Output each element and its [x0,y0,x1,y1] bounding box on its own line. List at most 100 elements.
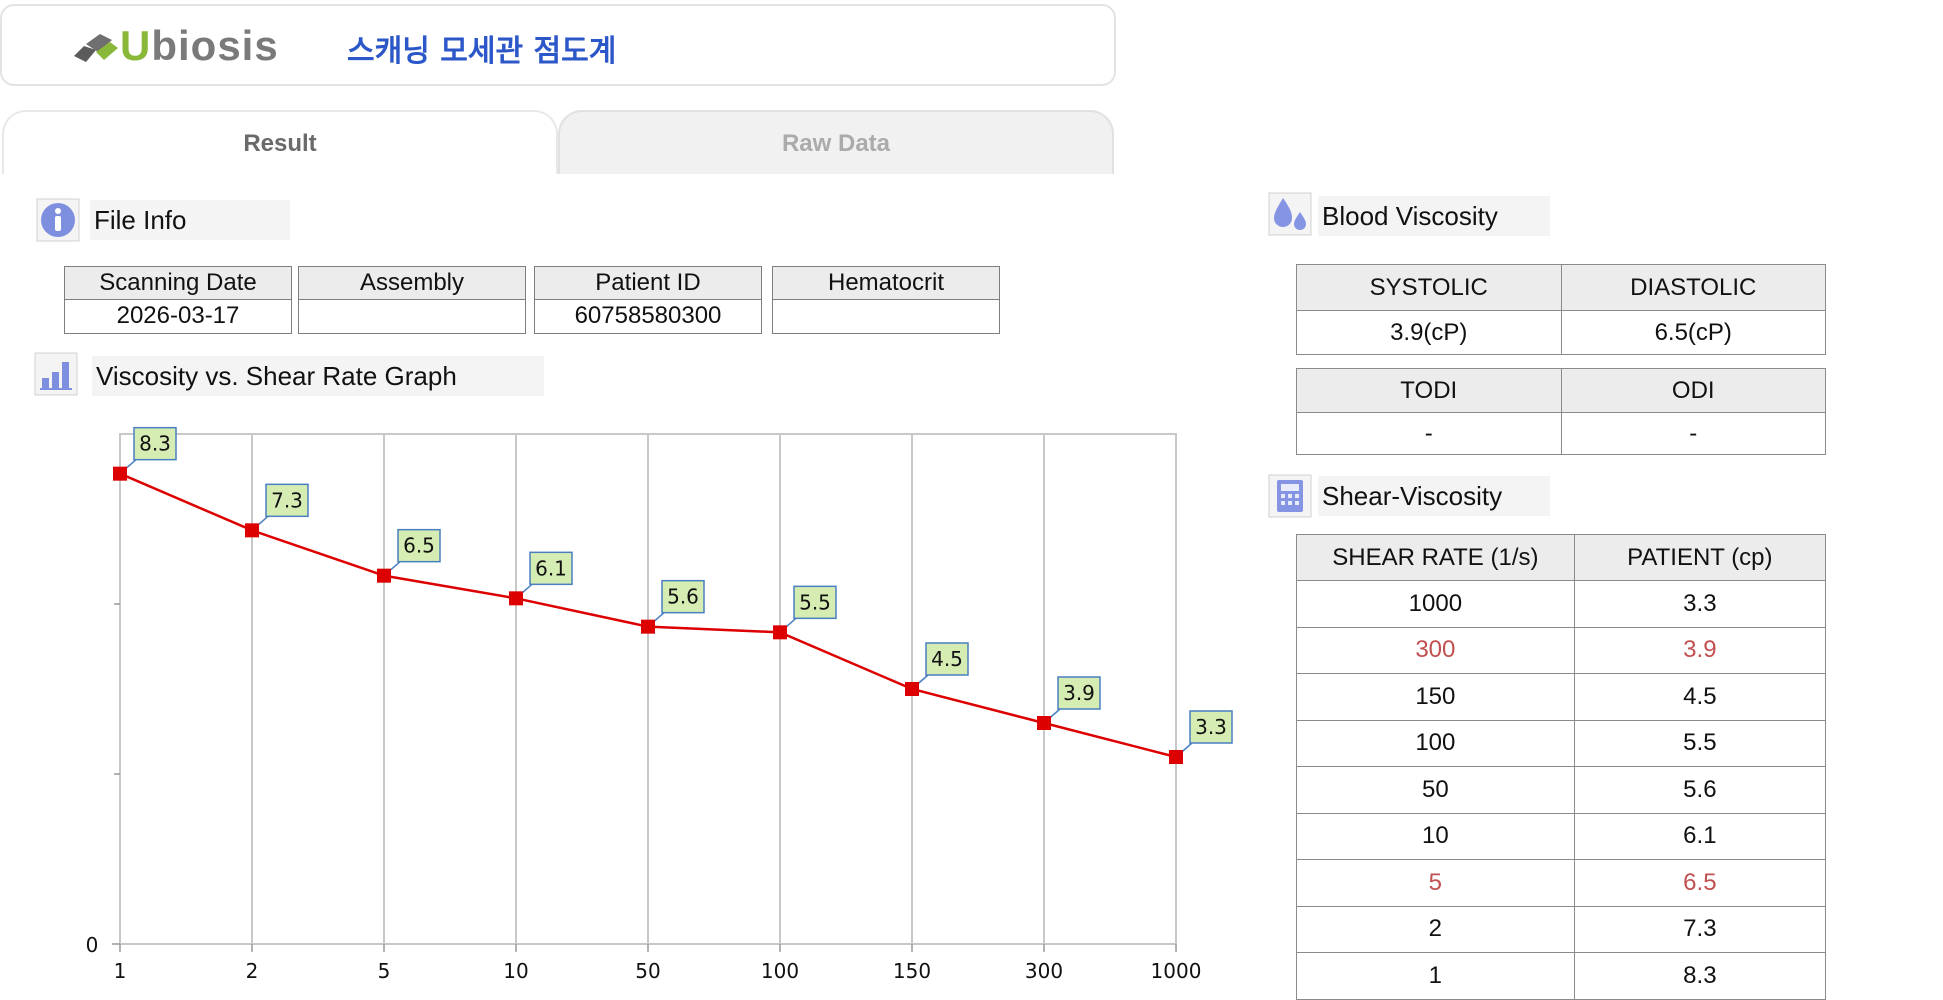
patient-cell: 6.5 [1573,859,1827,907]
systolic-label: SYSTOLIC [1296,264,1562,311]
patient-cell: 8.3 [1573,952,1827,1000]
shear-viscosity-table: SHEAR RATE (1/s) PATIENT (cp) 1000 3.3 300… [1296,534,1827,1000]
data-label-box [133,426,177,461]
table-row: 1 8.3 [1296,952,1827,1000]
shear-rate-cell: 5 [1296,859,1575,907]
patient-cell: 5.6 [1573,766,1827,814]
patient-cell: 4.5 [1573,673,1827,721]
tab-raw-data[interactable]: Raw Data [558,110,1114,174]
table-row: 2 7.3 [1296,905,1827,953]
patient-cell: 7.3 [1573,905,1827,953]
table-row: 50 5.6 [1296,766,1827,814]
col-assembly: Assembly [298,266,526,300]
viscosity-shear-chart: 01 2 5 10 50 100 150 300 1000 8.3 7.3 6.5 6.1 5.6 5.5 4… [86,426,1233,983]
data-point [1037,716,1051,730]
logo-text: Ubiosis [120,22,279,69]
table-row: 5 6.5 [1296,859,1827,907]
data-point [641,619,655,634]
val-scanning-date: 2026-03-17 [64,300,292,334]
data-label: 5.6 [667,585,699,609]
val-hematocrit [772,300,1000,334]
shear-rate-cell: 1000 [1296,580,1575,628]
patient-cell: 3.3 [1573,580,1827,628]
data-point [377,568,391,583]
val-assembly [298,300,526,334]
tab-result[interactable]: Result [2,110,558,174]
x-tick-label: 50 [635,959,660,983]
data-label-box [265,483,309,518]
todi-value: - [1296,412,1562,455]
y-tick-label: 0 [86,933,99,957]
app-title: 스캐닝 모세관 점도계 [347,34,617,69]
systolic-value: 3.9(cP) [1296,310,1562,355]
data-label-box [925,642,969,676]
todi-label: TODI [1296,368,1562,413]
x-tick-label: 1000 [1151,959,1202,983]
calculator-icon [1268,474,1312,518]
table-row: 1000 3.3 [1296,580,1827,628]
shear-viscosity-title: Shear-Viscosity [1318,476,1550,516]
info-icon [36,198,80,242]
blood-viscosity-title: Blood Viscosity [1318,196,1550,236]
table-row: 150 4.5 [1296,673,1827,721]
x-tick-label: 150 [893,959,931,983]
col-hematocrit: Hematocrit [772,266,1000,300]
data-point [245,523,259,538]
data-point [113,466,127,481]
x-tick-label: 5 [378,959,391,983]
blood-viscosity-table: SYSTOLIC DIASTOLIC 3.9(cP) 6.5(cP) [1296,264,1826,355]
diastolic-label: DIASTOLIC [1560,264,1826,311]
col-patient-id: Patient ID [534,266,762,300]
shear-rate-cell: 300 [1296,626,1575,674]
col-scanning-date: Scanning Date [64,266,292,300]
data-label: 4.5 [931,647,963,671]
diastolic-value: 6.5(cP) [1560,310,1826,355]
ubiosis-logo-icon [74,34,118,62]
shear-rate-cell: 150 [1296,673,1575,721]
x-tick-label: 300 [1025,959,1063,983]
data-label-box [397,528,441,563]
shear-rate-cell: 100 [1296,719,1575,767]
x-tick-label: 1 [114,959,127,983]
odi-label: ODI [1560,368,1826,413]
x-tick-label: 100 [761,959,799,983]
table-row: 10 6.1 [1296,812,1827,860]
shear-rate-cell: 10 [1296,812,1575,860]
bar-chart-icon [34,352,78,396]
file-info-title: File Info [90,200,290,240]
data-label: 7.3 [271,488,303,512]
col-shear-rate: SHEAR RATE (1/s) [1296,534,1575,581]
val-patient-id: 60758580300 [534,300,762,334]
data-label-box [661,579,705,614]
patient-cell: 6.1 [1573,812,1827,860]
data-label-box [1057,676,1101,710]
patient-cell: 5.5 [1573,719,1827,767]
data-label: 3.9 [1063,681,1095,705]
shear-rate-cell: 2 [1296,905,1575,953]
shear-rate-cell: 1 [1296,952,1575,1000]
col-patient: PATIENT (cp) [1573,534,1827,581]
data-label-box [793,585,837,620]
data-label: 8.3 [139,432,171,456]
data-label-box [529,551,573,586]
data-label: 3.3 [1195,715,1227,739]
graph-title: Viscosity vs. Shear Rate Graph [92,356,544,396]
patient-cell: 3.9 [1573,626,1827,674]
app-header [0,4,1116,86]
odi-value: - [1560,412,1826,455]
x-tick-label: 2 [246,959,259,983]
data-label: 5.5 [799,590,831,614]
shear-rate-cell: 50 [1296,766,1575,814]
data-point [773,625,787,640]
data-label: 6.1 [535,556,567,580]
data-point [905,682,919,696]
blood-drop-icon [1268,192,1312,236]
data-point [509,591,523,606]
data-label-box [1189,710,1233,744]
todi-odi-table: TODI ODI - - [1296,368,1826,455]
table-row: 300 3.9 [1296,626,1827,674]
data-label: 6.5 [403,534,435,558]
x-tick-label: 10 [503,959,528,983]
data-point [1169,750,1183,764]
logo-text-rest: biosis [151,22,279,69]
